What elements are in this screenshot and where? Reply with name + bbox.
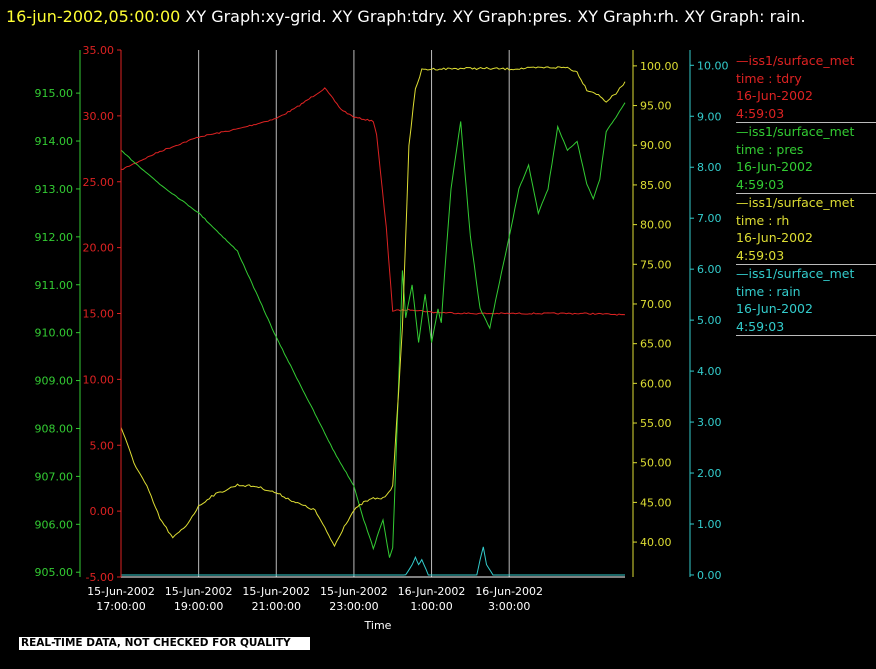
tdry-tick-label: 5.00 — [90, 439, 115, 452]
rh-tick-label: 40.00 — [640, 536, 672, 549]
legend-field: time : tdry — [736, 70, 802, 86]
legend-time: 4:59:03 — [736, 106, 785, 122]
rh-tick-label: 90.00 — [640, 139, 672, 152]
pres-tick-label: 910.00 — [35, 327, 74, 340]
rain-tick-label: 1.00 — [697, 518, 722, 531]
rh-tick-label: 60.00 — [640, 377, 672, 390]
x-tick-label-date: 15-Jun-2002 — [320, 585, 388, 598]
tdry-tick-label: 30.00 — [83, 110, 115, 123]
legend-time: 4:59:03 — [736, 319, 785, 335]
legend-entry-pres: —iss1/surface_met time : pres 16-Jun-200… — [736, 123, 876, 194]
x-tick-label-date: 15-Jun-2002 — [242, 585, 310, 598]
pres-tick-label: 913.00 — [35, 183, 74, 196]
rh-tick-label: 85.00 — [640, 179, 672, 192]
legend-divider — [736, 192, 876, 194]
rain-tick-label: 4.00 — [697, 365, 722, 378]
series-lines — [120, 66, 626, 576]
legend-entry-rain: —iss1/surface_met time : rain 16-Jun-200… — [736, 265, 876, 336]
legend-series-name: —iss1/surface_met — [736, 266, 855, 281]
axes: 15-Jun-2002 17:00:00 15-Jun-2002 19:00:00 15… — [35, 44, 729, 613]
rh-series-line — [120, 66, 626, 548]
x-tick-label-date: 16-Jun-2002 — [398, 585, 466, 598]
rain-tick-label: 0.00 — [697, 569, 722, 582]
tdry-tick-label: 35.00 — [83, 44, 115, 57]
rh-tick-label: 70.00 — [640, 298, 672, 311]
rain-tick-label: 6.00 — [697, 263, 722, 276]
rain-tick-label: 9.00 — [697, 110, 722, 123]
rh-tick-label: 50.00 — [640, 457, 672, 470]
pres-tick-label: 914.00 — [35, 135, 74, 148]
legend-divider — [736, 121, 876, 123]
rain-tick-label: 5.00 — [697, 314, 722, 327]
tdry-tick-label: 0.00 — [90, 505, 115, 518]
tdry-tick-label: -5.00 — [86, 571, 114, 584]
pres-tick-label: 911.00 — [35, 279, 74, 292]
header-graph-list: XY Graph:xy-grid. XY Graph:tdry. XY Grap… — [180, 7, 806, 26]
x-tick-label-time: 21:00:00 — [252, 600, 301, 613]
legend-divider — [736, 263, 876, 265]
tdry-tick-label: 20.00 — [83, 242, 115, 255]
pres-tick-label: 912.00 — [35, 231, 74, 244]
rain-tick-label: 2.00 — [697, 467, 722, 480]
x-tick-label-time: 19:00:00 — [174, 600, 223, 613]
x-tick-label-time: 1:00:00 — [410, 600, 452, 613]
x-axis-label: Time — [364, 619, 392, 632]
rain-series-line — [121, 546, 625, 576]
legend-time: 4:59:03 — [736, 248, 785, 264]
rh-tick-label: 80.00 — [640, 219, 672, 232]
x-tick-label-date: 16-Jun-2002 — [475, 585, 543, 598]
x-tick-label-date: 15-Jun-2002 — [87, 585, 155, 598]
rh-tick-label: 75.00 — [640, 258, 672, 271]
legend-date: 16-Jun-2002 — [736, 301, 813, 317]
chart-header: 16-jun-2002,05:00:00 XY Graph:xy-grid. X… — [6, 3, 866, 31]
rain-tick-label: 3.00 — [697, 416, 722, 429]
rh-tick-label: 65.00 — [640, 338, 672, 351]
rain-tick-label: 10.00 — [697, 59, 729, 72]
header-timestamp: 16-jun-2002,05:00:00 — [6, 7, 181, 26]
pres-tick-label: 909.00 — [35, 375, 74, 388]
pres-tick-label: 905.00 — [35, 566, 74, 579]
legend-date: 16-Jun-2002 — [736, 159, 813, 175]
legend-field: time : pres — [736, 141, 804, 157]
pres-tick-label: 915.00 — [35, 87, 74, 100]
rain-tick-label: 7.00 — [697, 212, 722, 225]
rh-tick-label: 55.00 — [640, 417, 672, 430]
legend-entry-tdry: —iss1/surface_met time : tdry 16-Jun-200… — [736, 52, 876, 123]
quality-disclaimer: REAL-TIME DATA, NOT CHECKED FOR QUALITY — [19, 637, 310, 650]
rain-tick-label: 8.00 — [697, 161, 722, 174]
tdry-tick-label: 10.00 — [83, 373, 115, 386]
x-tick-label-time: 17:00:00 — [96, 600, 145, 613]
pres-tick-label: 907.00 — [35, 470, 74, 483]
legend-date: 16-Jun-2002 — [736, 88, 813, 104]
x-tick-label-time: 23:00:00 — [329, 600, 378, 613]
x-tick-label-date: 15-Jun-2002 — [165, 585, 233, 598]
legend-series-name: —iss1/surface_met — [736, 53, 855, 68]
pres-tick-label: 906.00 — [35, 518, 74, 531]
rh-tick-label: 45.00 — [640, 496, 672, 509]
tdry-tick-label: 15.00 — [83, 308, 115, 321]
tdry-tick-label: 25.00 — [83, 176, 115, 189]
legend-date: 16-Jun-2002 — [736, 230, 813, 246]
legend-series-name: —iss1/surface_met — [736, 195, 855, 210]
pres-tick-label: 908.00 — [35, 422, 74, 435]
tdry-series-line — [120, 87, 626, 316]
x-tick-label-time: 3:00:00 — [488, 600, 530, 613]
legend-entry-rh: —iss1/surface_met time : rh 16-Jun-2002 … — [736, 194, 876, 265]
pres-series-line — [120, 102, 626, 558]
rh-tick-label: 100.00 — [640, 60, 679, 73]
legend-field: time : rain — [736, 283, 801, 299]
legend-time: 4:59:03 — [736, 177, 785, 193]
legend-divider — [736, 334, 876, 336]
rh-tick-label: 95.00 — [640, 100, 672, 113]
legend-field: time : rh — [736, 212, 790, 228]
legend-series-name: —iss1/surface_met — [736, 124, 855, 139]
